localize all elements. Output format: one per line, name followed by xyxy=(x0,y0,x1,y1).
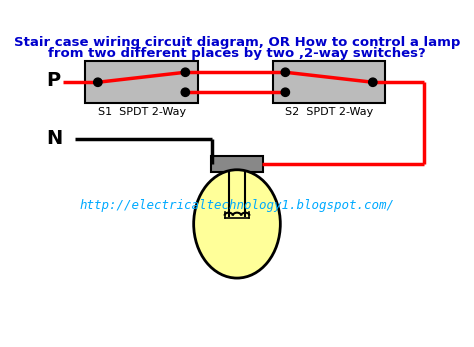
Circle shape xyxy=(181,88,190,96)
Text: S1  SPDT 2-Way: S1 SPDT 2-Way xyxy=(98,107,186,117)
Text: Stair case wiring circuit diagram, OR How to control a lamp: Stair case wiring circuit diagram, OR Ho… xyxy=(14,36,460,49)
Circle shape xyxy=(181,68,190,76)
Text: S2  SPDT 2-Way: S2 SPDT 2-Way xyxy=(285,107,373,117)
Text: from two different places by two ,2-way switches?: from two different places by two ,2-way … xyxy=(48,47,426,60)
Circle shape xyxy=(94,78,102,86)
Ellipse shape xyxy=(194,170,280,278)
Circle shape xyxy=(281,68,290,76)
FancyBboxPatch shape xyxy=(85,61,198,103)
FancyBboxPatch shape xyxy=(211,155,263,172)
Text: http://electricaltechnology1.blogspot.com/: http://electricaltechnology1.blogspot.co… xyxy=(80,199,394,212)
Text: P: P xyxy=(46,71,60,90)
Circle shape xyxy=(281,88,290,96)
FancyBboxPatch shape xyxy=(273,61,385,103)
Circle shape xyxy=(369,78,377,86)
Text: N: N xyxy=(46,129,63,149)
